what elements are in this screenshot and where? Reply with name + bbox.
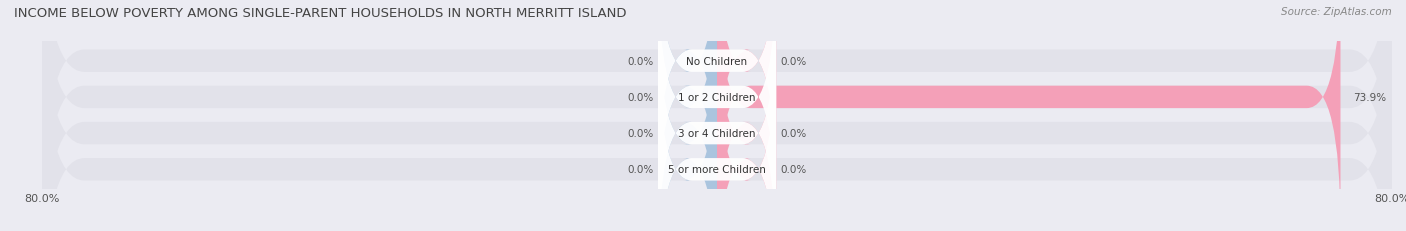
Text: 0.0%: 0.0% <box>627 165 654 175</box>
FancyBboxPatch shape <box>658 0 717 231</box>
Text: 0.0%: 0.0% <box>780 165 807 175</box>
FancyBboxPatch shape <box>658 0 717 195</box>
FancyBboxPatch shape <box>42 0 1392 231</box>
FancyBboxPatch shape <box>658 36 776 231</box>
Text: 0.0%: 0.0% <box>627 128 654 139</box>
FancyBboxPatch shape <box>717 0 776 195</box>
FancyBboxPatch shape <box>717 36 776 231</box>
FancyBboxPatch shape <box>717 0 1340 231</box>
FancyBboxPatch shape <box>42 0 1392 231</box>
FancyBboxPatch shape <box>658 0 776 195</box>
Text: Source: ZipAtlas.com: Source: ZipAtlas.com <box>1281 7 1392 17</box>
Text: 1 or 2 Children: 1 or 2 Children <box>678 92 756 103</box>
Text: 5 or more Children: 5 or more Children <box>668 165 766 175</box>
Text: 0.0%: 0.0% <box>780 128 807 139</box>
Text: INCOME BELOW POVERTY AMONG SINGLE-PARENT HOUSEHOLDS IN NORTH MERRITT ISLAND: INCOME BELOW POVERTY AMONG SINGLE-PARENT… <box>14 7 627 20</box>
FancyBboxPatch shape <box>42 0 1392 231</box>
Text: No Children: No Children <box>686 56 748 66</box>
FancyBboxPatch shape <box>717 0 776 231</box>
FancyBboxPatch shape <box>658 36 717 231</box>
FancyBboxPatch shape <box>42 0 1392 231</box>
FancyBboxPatch shape <box>658 0 776 231</box>
FancyBboxPatch shape <box>658 0 717 231</box>
Text: 73.9%: 73.9% <box>1353 92 1386 103</box>
Text: 0.0%: 0.0% <box>627 92 654 103</box>
Text: 0.0%: 0.0% <box>780 56 807 66</box>
Text: 0.0%: 0.0% <box>627 56 654 66</box>
Text: 3 or 4 Children: 3 or 4 Children <box>678 128 756 139</box>
FancyBboxPatch shape <box>658 0 776 231</box>
